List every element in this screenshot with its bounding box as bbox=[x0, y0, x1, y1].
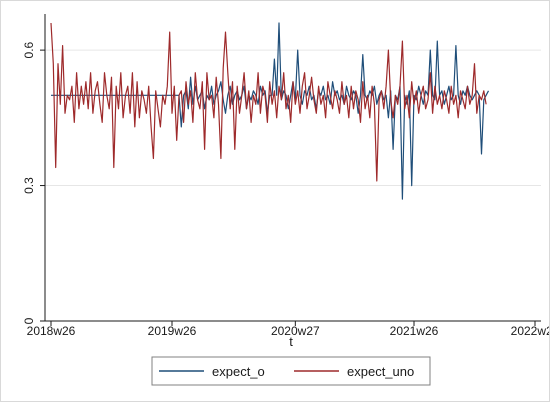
y-tick-label: 0.6 bbox=[22, 41, 36, 58]
legend-label-expect_o: expect_o bbox=[212, 364, 265, 379]
x-axis-ticks: 2018w26 2019w26 2020w27 2021w26 2022w26 bbox=[27, 321, 549, 338]
x-tick-label: 2019w26 bbox=[148, 324, 197, 338]
x-tick-label: 2018w26 bbox=[27, 324, 76, 338]
gridlines bbox=[45, 49, 541, 187]
x-axis-title: t bbox=[289, 334, 293, 349]
y-tick-label: 0.3 bbox=[22, 177, 36, 194]
series-line-expect_uno bbox=[50, 22, 487, 182]
legend-label-expect_uno: expect_uno bbox=[347, 364, 414, 379]
x-tick-label: 2022w26 bbox=[511, 324, 549, 338]
y-tick-label: 0 bbox=[22, 317, 36, 324]
x-tick-label: 2020w27 bbox=[271, 324, 320, 338]
series-layer bbox=[50, 22, 490, 200]
legend: expect_o expect_uno bbox=[151, 356, 431, 386]
y-axis-ticks: 0 0.3 0.6 bbox=[22, 41, 45, 324]
x-tick-label: 2021w26 bbox=[390, 324, 439, 338]
plot-area bbox=[45, 14, 541, 321]
